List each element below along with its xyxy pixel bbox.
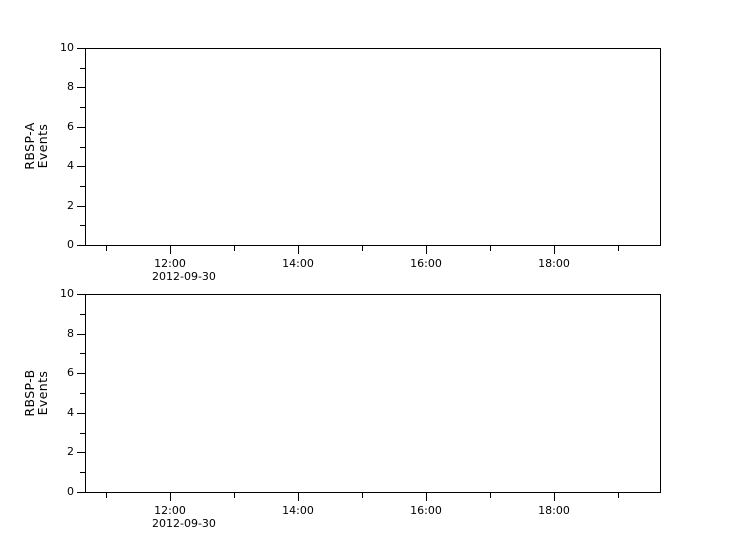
- x-tick-label: 12:00: [154, 257, 186, 270]
- x-axis-date-label: 2012-09-30: [152, 270, 216, 283]
- y-major-tick: [77, 452, 85, 453]
- y-minor-tick: [80, 353, 85, 354]
- x-tick-label: 18:00: [538, 504, 570, 517]
- y-tick-label: 2: [67, 445, 74, 458]
- y-tick-label: 8: [67, 327, 74, 340]
- y-major-tick: [77, 206, 85, 207]
- plot-area-rbsp-a: [85, 48, 661, 246]
- y-tick-label: 10: [60, 287, 74, 300]
- plot-area-rbsp-b: [85, 294, 661, 493]
- y-major-tick: [77, 294, 85, 295]
- y-minor-tick: [80, 314, 85, 315]
- y-major-tick: [77, 87, 85, 88]
- x-minor-tick: [106, 493, 107, 498]
- y-minor-tick: [80, 186, 85, 187]
- y-tick-label: 4: [67, 159, 74, 172]
- x-minor-tick: [362, 493, 363, 498]
- y-tick-label: 10: [60, 41, 74, 54]
- x-minor-tick: [490, 246, 491, 251]
- x-minor-tick: [234, 493, 235, 498]
- x-major-tick: [426, 246, 427, 254]
- y-minor-tick: [80, 472, 85, 473]
- y-major-tick: [77, 373, 85, 374]
- x-tick-label: 14:00: [282, 504, 314, 517]
- y-major-tick: [77, 127, 85, 128]
- y-major-tick: [77, 413, 85, 414]
- y-major-tick: [77, 334, 85, 335]
- y-axis-label-rbsp-b: RBSP-B Events: [22, 343, 50, 443]
- y-axis-label-rbsp-b-line2: Events: [35, 370, 50, 416]
- x-tick-label: 16:00: [410, 504, 442, 517]
- x-minor-tick: [234, 246, 235, 251]
- y-tick-label: 8: [67, 80, 74, 93]
- x-minor-tick: [618, 493, 619, 498]
- y-tick-label: 6: [67, 120, 74, 133]
- x-tick-label: 18:00: [538, 257, 570, 270]
- x-major-tick: [554, 493, 555, 501]
- x-minor-tick: [618, 246, 619, 251]
- y-minor-tick: [80, 433, 85, 434]
- x-tick-label: 14:00: [282, 257, 314, 270]
- x-axis-date-label: 2012-09-30: [152, 517, 216, 530]
- y-minor-tick: [80, 68, 85, 69]
- x-minor-tick: [362, 246, 363, 251]
- y-minor-tick: [80, 107, 85, 108]
- y-minor-tick: [80, 393, 85, 394]
- x-minor-tick: [490, 493, 491, 498]
- y-major-tick: [77, 245, 85, 246]
- y-tick-label: 0: [67, 485, 74, 498]
- y-tick-label: 0: [67, 238, 74, 251]
- x-minor-tick: [106, 246, 107, 251]
- x-major-tick: [170, 246, 171, 254]
- y-axis-label-rbsp-a-line2: Events: [35, 123, 50, 169]
- x-tick-label: 12:00: [154, 504, 186, 517]
- y-major-tick: [77, 48, 85, 49]
- y-tick-label: 4: [67, 406, 74, 419]
- y-axis-label-rbsp-a: RBSP-A Events: [22, 96, 50, 196]
- x-major-tick: [426, 493, 427, 501]
- x-major-tick: [554, 246, 555, 254]
- y-major-tick: [77, 166, 85, 167]
- y-minor-tick: [80, 225, 85, 226]
- x-major-tick: [298, 246, 299, 254]
- y-tick-label: 2: [67, 199, 74, 212]
- x-major-tick: [170, 493, 171, 501]
- y-minor-tick: [80, 147, 85, 148]
- y-tick-label: 6: [67, 366, 74, 379]
- x-tick-label: 16:00: [410, 257, 442, 270]
- x-major-tick: [298, 493, 299, 501]
- y-major-tick: [77, 492, 85, 493]
